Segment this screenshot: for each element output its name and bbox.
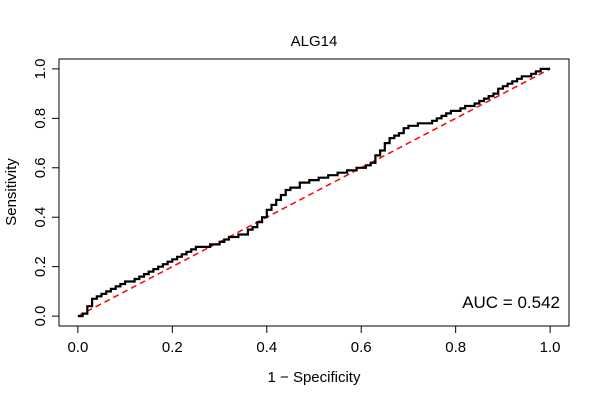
y-tick-label: 1.0 (32, 58, 49, 79)
y-tick-label: 0.8 (32, 108, 49, 129)
x-tick-label: 0.8 (445, 339, 466, 356)
x-axis-label: 1 − Specificity (268, 369, 361, 386)
auc-annotation: AUC = 0.542 (462, 293, 560, 312)
y-tick-label: 0.2 (32, 256, 49, 277)
x-tick-label: 0.4 (256, 339, 277, 356)
reference-diagonal-line (77, 68, 551, 317)
y-tick-label: 0.0 (32, 306, 49, 327)
y-tick-label: 0.6 (32, 157, 49, 178)
plot-area (58, 58, 570, 327)
x-tick-label: 0.6 (351, 339, 372, 356)
x-axis: 0.0 0.2 0.4 0.6 0.8 1.0 (67, 325, 561, 356)
x-tick-label: 0.2 (162, 339, 183, 356)
x-tick-label: 0.0 (67, 339, 88, 356)
y-axis: 0.0 0.2 0.4 0.6 0.8 1.0 (32, 58, 60, 327)
roc-curve-line (77, 67, 551, 318)
y-axis-label: Sensitivity (3, 158, 20, 226)
y-tick-label: 0.4 (32, 207, 49, 228)
x-tick-label: 1.0 (540, 339, 561, 356)
chart-title: ALG14 (291, 33, 338, 50)
